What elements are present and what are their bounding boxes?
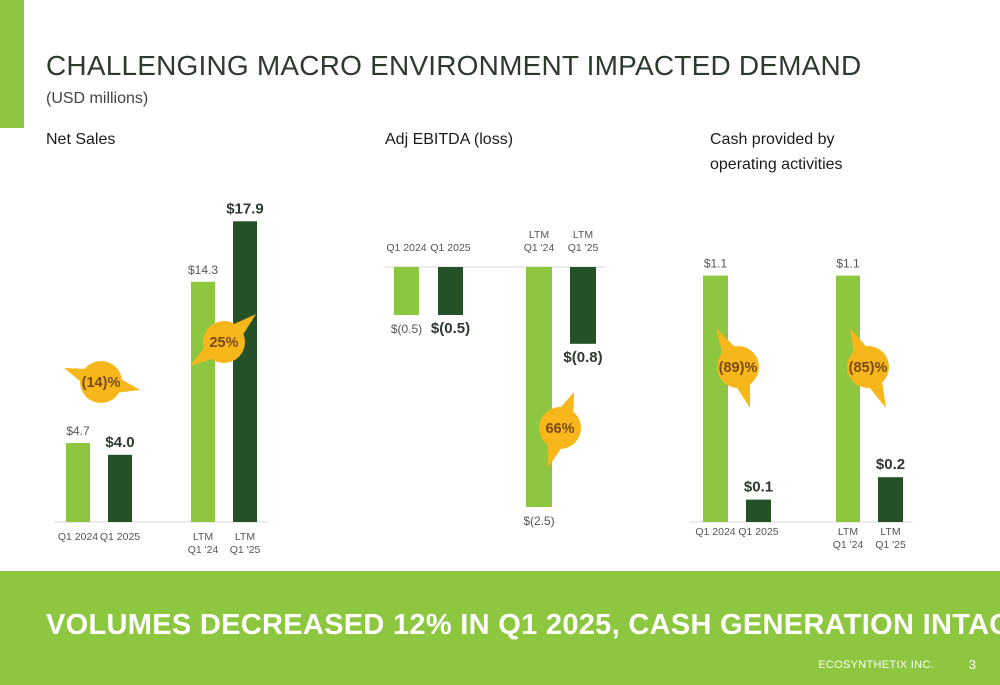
category-label-2-3: LTM Q1 '25	[875, 526, 906, 551]
change-badge-label-0-1: 25%	[209, 335, 238, 351]
bar-0-3	[233, 221, 257, 522]
data-label-1-2: $(2.5)	[523, 514, 554, 528]
bar-0-2	[191, 281, 215, 522]
data-label-1-3: $(0.8)	[563, 349, 602, 366]
category-label-0-1: Q1 2025	[100, 531, 140, 543]
category-label-2-1: Q1 2025	[738, 526, 778, 538]
chart-title-cash-from-operations: Cash provided by operating activities	[710, 131, 843, 173]
category-label-1-3: LTM Q1 '25	[568, 229, 599, 254]
data-label-0-2: $14.3	[188, 263, 218, 277]
change-badge-label-1-0: 66%	[545, 421, 574, 437]
category-label-0-2: LTM Q1 '24	[188, 531, 219, 556]
change-badge-label-0-0: (14)%	[82, 375, 121, 391]
data-label-2-0: $1.1	[704, 257, 728, 271]
change-badge-0-0	[80, 361, 122, 403]
data-label-1-0: $(0.5)	[391, 322, 422, 336]
data-label-0-3: $17.9	[226, 200, 264, 217]
data-label-2-3: $0.2	[876, 456, 905, 473]
chart-title-adj-ebitda: Adj EBITDA (loss)	[385, 131, 514, 148]
slide-title: CHALLENGING MACRO ENVIRONMENT IMPACTED D…	[46, 50, 862, 81]
category-label-1-1: Q1 2025	[430, 242, 470, 254]
slide-subtitle: (USD millions)	[46, 90, 149, 107]
bar-2-0	[703, 275, 728, 522]
change-badge-2-0	[717, 346, 759, 388]
bar-0-0	[66, 443, 90, 522]
bar-1-3	[570, 267, 596, 344]
footer-band: VOLUMES DECREASED 12% IN Q1 2025, CASH G…	[0, 571, 1000, 685]
change-badge-2-1	[847, 346, 889, 388]
company-name: ECOSYNTHETIX INC.	[818, 659, 934, 671]
category-label-1-0: Q1 2024	[386, 242, 426, 254]
data-label-0-1: $4.0	[105, 434, 134, 451]
category-label-0-3: LTM Q1 '25	[230, 531, 261, 556]
bar-charts: $4.7 Q1 2024 $4.0 Q1 2025 $14.3 LTM Q1 '24 $17.…	[54, 200, 912, 556]
bar-1-0	[394, 267, 419, 315]
category-label-0-0: Q1 2024	[58, 531, 98, 543]
footer-headline: VOLUMES DECREASED 12% IN Q1 2025, CASH G…	[46, 609, 1000, 641]
change-badge-label-2-0: (89)%	[719, 360, 758, 376]
data-label-2-2: $1.1	[836, 257, 860, 271]
bar-2-3	[878, 477, 903, 522]
bar-0-1	[108, 454, 132, 522]
data-label-1-1: $(0.5)	[431, 320, 470, 337]
category-label-1-2: LTM Q1 '24	[524, 229, 555, 254]
bar-2-2	[836, 275, 860, 522]
change-badge-label-2-1: (85)%	[849, 360, 888, 376]
category-label-2-2: LTM Q1 '24	[833, 526, 864, 551]
accent-bar	[0, 0, 24, 128]
data-label-2-1: $0.1	[744, 479, 773, 496]
change-badge-0-1	[203, 321, 245, 363]
bar-2-1	[746, 499, 771, 522]
category-label-2-0: Q1 2024	[695, 526, 735, 538]
bar-1-2	[526, 267, 552, 507]
change-badge-1-0	[539, 407, 581, 449]
chart-title-net-sales: Net Sales	[46, 131, 116, 148]
data-label-0-0: $4.7	[66, 424, 90, 438]
bar-1-1	[438, 267, 463, 315]
page-number: 3	[968, 657, 976, 672]
